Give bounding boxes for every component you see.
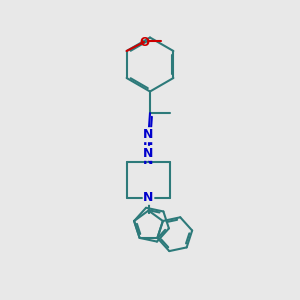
Text: N: N bbox=[143, 154, 154, 167]
Text: N: N bbox=[143, 147, 154, 160]
Text: N: N bbox=[143, 191, 154, 204]
Text: N: N bbox=[143, 128, 154, 141]
Text: N: N bbox=[143, 135, 154, 148]
Text: O: O bbox=[139, 35, 149, 49]
